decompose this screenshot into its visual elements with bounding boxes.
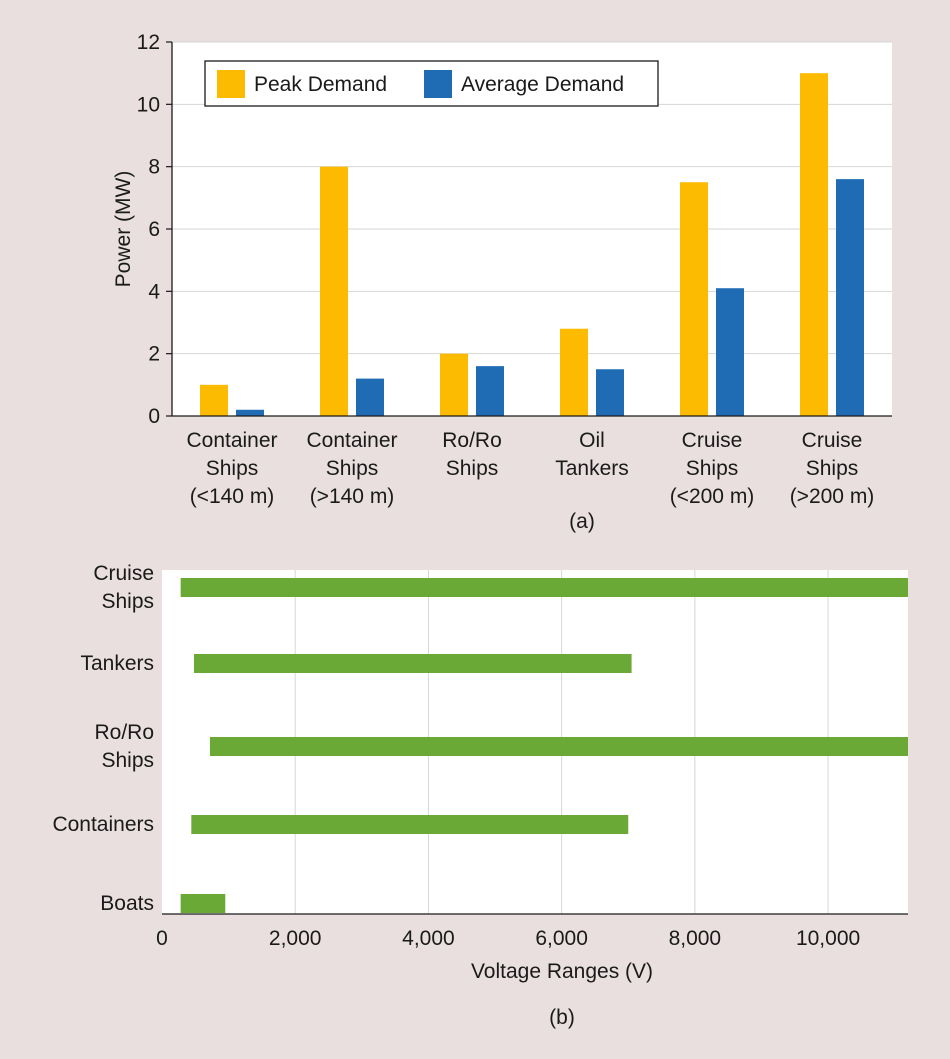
x-tick-label-oil-tankers: Oil Tankers xyxy=(555,429,629,480)
panel-label-a: (a) xyxy=(569,510,595,533)
voltage-range-x-axis-label: Voltage Ranges (V) xyxy=(471,960,653,983)
y-tick-label-containers: Containers xyxy=(52,813,154,836)
voltage-range-chart: Cruise Ships Tankers Ro/Ro Ships Containers Bo… xyxy=(52,562,908,1029)
x-tick-label-container-ships-140-m: Container Ships (<140 m) xyxy=(186,429,277,508)
power-demand-legend: Peak Demand Average Demand xyxy=(204,60,659,107)
y-tick-label: 0 xyxy=(148,405,160,428)
power-demand-y-ticks: 0 2 4 6 8 10 12 xyxy=(137,31,172,428)
x-tick-label: 6,000 xyxy=(535,927,588,950)
x-tick-label: 10,000 xyxy=(796,927,860,950)
x-tick-label: 2,000 xyxy=(269,927,322,950)
range-bar-cruise-ships xyxy=(180,578,908,597)
panel-label-b: (b) xyxy=(549,1006,575,1029)
y-tick-label-boats: Boats xyxy=(100,892,154,915)
x-tick-label-cruise-ships-200-m: Cruise Ships (<200 m) xyxy=(670,429,755,508)
y-tick-label: 10 xyxy=(137,93,160,116)
y-tick-label: 6 xyxy=(148,218,160,241)
voltage-range-x-ticks: 0 2,000 4,000 6,000 8,000 10,000 xyxy=(156,927,860,950)
x-tick-label-container-ships-140-m: Container Ships (>140 m) xyxy=(306,429,397,508)
bar-peak-demand-cruise-ships-200-m xyxy=(800,73,828,417)
y-tick-label: 4 xyxy=(148,280,160,303)
x-tick-label-ro-ro-ships: Ro/Ro Ships xyxy=(442,429,502,480)
bar-average-demand-cruise-ships-200-m xyxy=(716,288,744,416)
x-tick-label: 4,000 xyxy=(402,927,455,950)
bar-peak-demand-cruise-ships-200-m xyxy=(680,182,708,416)
power-demand-x-ticks: Container Ships (<140 m) Container Ships (>14… xyxy=(186,429,874,508)
range-bar-containers xyxy=(191,815,629,834)
bar-peak-demand-container-ships-140-m xyxy=(200,384,228,416)
y-tick-label: 2 xyxy=(148,343,160,366)
bar-average-demand-cruise-ships-200-m xyxy=(836,179,864,416)
legend-label-peak-demand: Peak Demand xyxy=(254,73,387,96)
bar-average-demand-container-ships-140-m xyxy=(236,409,264,416)
power-demand-bars xyxy=(200,73,864,417)
y-tick-label-tankers: Tankers xyxy=(80,652,154,675)
bar-peak-demand-ro-ro-ships xyxy=(440,353,468,416)
bar-average-demand-container-ships-140-m xyxy=(356,378,384,416)
voltage-range-y-ticks: Cruise Ships Tankers Ro/Ro Ships Containers Bo… xyxy=(52,562,154,915)
voltage-range-bars xyxy=(180,578,908,913)
range-bar-tankers xyxy=(193,654,632,673)
x-tick-label-cruise-ships-200-m: Cruise Ships (>200 m) xyxy=(790,429,875,508)
range-bar-ro-ro-ships xyxy=(209,737,908,756)
y-tick-label: 12 xyxy=(137,31,160,54)
legend-swatch-peak-demand xyxy=(217,70,245,98)
y-tick-label: 8 xyxy=(148,156,160,179)
y-tick-label-ro-ro-ships: Ro/Ro Ships xyxy=(94,721,154,772)
legend-swatch-average-demand xyxy=(424,70,452,98)
x-tick-label: 8,000 xyxy=(669,927,722,950)
bar-average-demand-ro-ro-ships xyxy=(476,366,504,416)
power-demand-y-axis-label: Power (MW) xyxy=(112,171,135,288)
bar-average-demand-oil-tankers xyxy=(596,369,624,416)
range-bar-boats xyxy=(180,894,226,913)
x-tick-label: 0 xyxy=(156,927,168,950)
bar-peak-demand-container-ships-140-m xyxy=(320,166,348,416)
y-tick-label-cruise-ships: Cruise Ships xyxy=(93,562,154,613)
bar-peak-demand-oil-tankers xyxy=(560,328,588,416)
legend-label-average-demand: Average Demand xyxy=(461,73,624,96)
